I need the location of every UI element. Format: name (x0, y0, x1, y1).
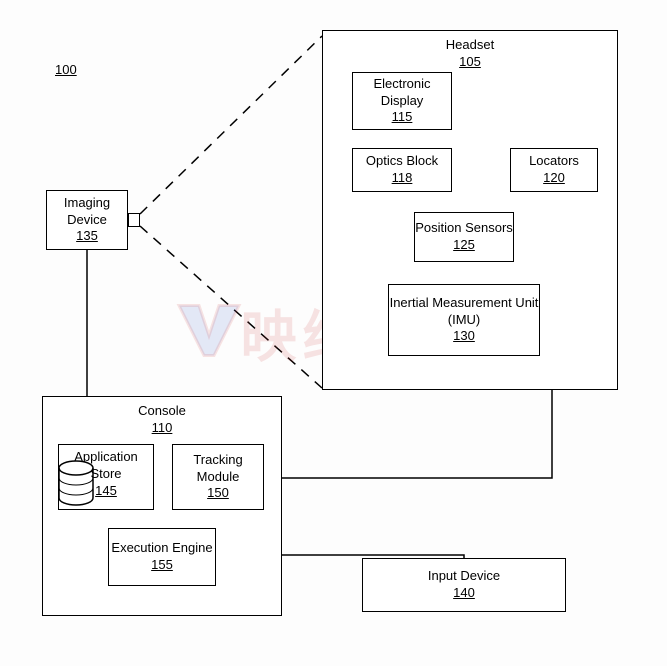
optics-block-number: 118 (392, 170, 413, 187)
imu-label: Inertial Measurement Unit (IMU) (389, 295, 539, 329)
console-label: Console (138, 403, 186, 418)
electronic-display-label: Electronic Display (353, 76, 451, 110)
locators-number: 120 (543, 170, 565, 187)
console-title: Console 110 (43, 397, 281, 437)
execution-engine-label: Execution Engine (111, 540, 212, 557)
console-number: 110 (152, 420, 173, 435)
locators-label: Locators (529, 153, 579, 170)
input-device-block: Input Device 140 (362, 558, 566, 612)
tracking-module-block: Tracking Module 150 (172, 444, 264, 510)
imaging-device-number: 135 (76, 228, 98, 245)
execution-engine-number: 155 (151, 557, 173, 574)
imu-block: Inertial Measurement Unit (IMU) 130 (388, 284, 540, 356)
imu-number: 130 (453, 328, 475, 345)
headset-title: Headset 105 (323, 31, 617, 71)
tracking-module-number: 150 (207, 485, 229, 502)
system-number-label: 100 (55, 62, 77, 77)
electronic-display-block: Electronic Display 115 (352, 72, 452, 130)
input-device-number: 140 (453, 585, 475, 602)
input-device-label: Input Device (428, 568, 500, 585)
optics-block-label: Optics Block (366, 153, 438, 170)
execution-engine-block: Execution Engine 155 (108, 528, 216, 586)
database-cylinder-icon (56, 460, 120, 515)
position-sensors-label: Position Sensors (415, 220, 513, 237)
position-sensors-number: 125 (453, 237, 475, 254)
watermark-logo (174, 296, 244, 371)
position-sensors-block: Position Sensors 125 (414, 212, 514, 262)
locators-block: Locators 120 (510, 148, 598, 192)
tracking-module-label: Tracking Module (173, 452, 263, 486)
headset-label: Headset (446, 37, 494, 52)
imaging-device-port (128, 213, 140, 227)
headset-number: 105 (459, 54, 481, 69)
imaging-device-block: Imaging Device 135 (46, 190, 128, 250)
optics-block-block: Optics Block 118 (352, 148, 452, 192)
electronic-display-number: 115 (392, 109, 413, 126)
imaging-device-label: Imaging Device (47, 195, 127, 229)
